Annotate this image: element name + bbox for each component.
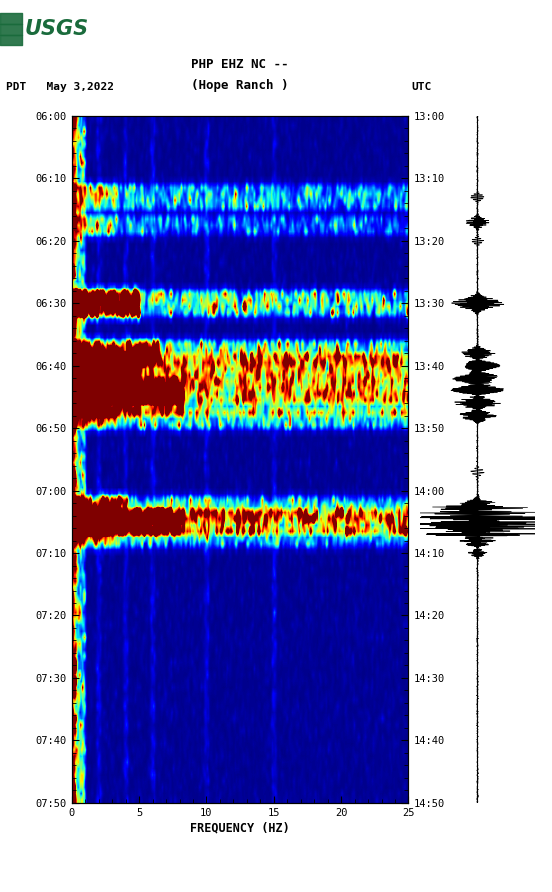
Text: UTC: UTC xyxy=(411,82,432,92)
Text: (Hope Ranch ): (Hope Ranch ) xyxy=(192,78,289,92)
Text: PHP EHZ NC --: PHP EHZ NC -- xyxy=(192,58,289,71)
X-axis label: FREQUENCY (HZ): FREQUENCY (HZ) xyxy=(190,822,290,835)
Text: PDT   May 3,2022: PDT May 3,2022 xyxy=(6,82,114,92)
Text: USGS: USGS xyxy=(25,20,89,39)
